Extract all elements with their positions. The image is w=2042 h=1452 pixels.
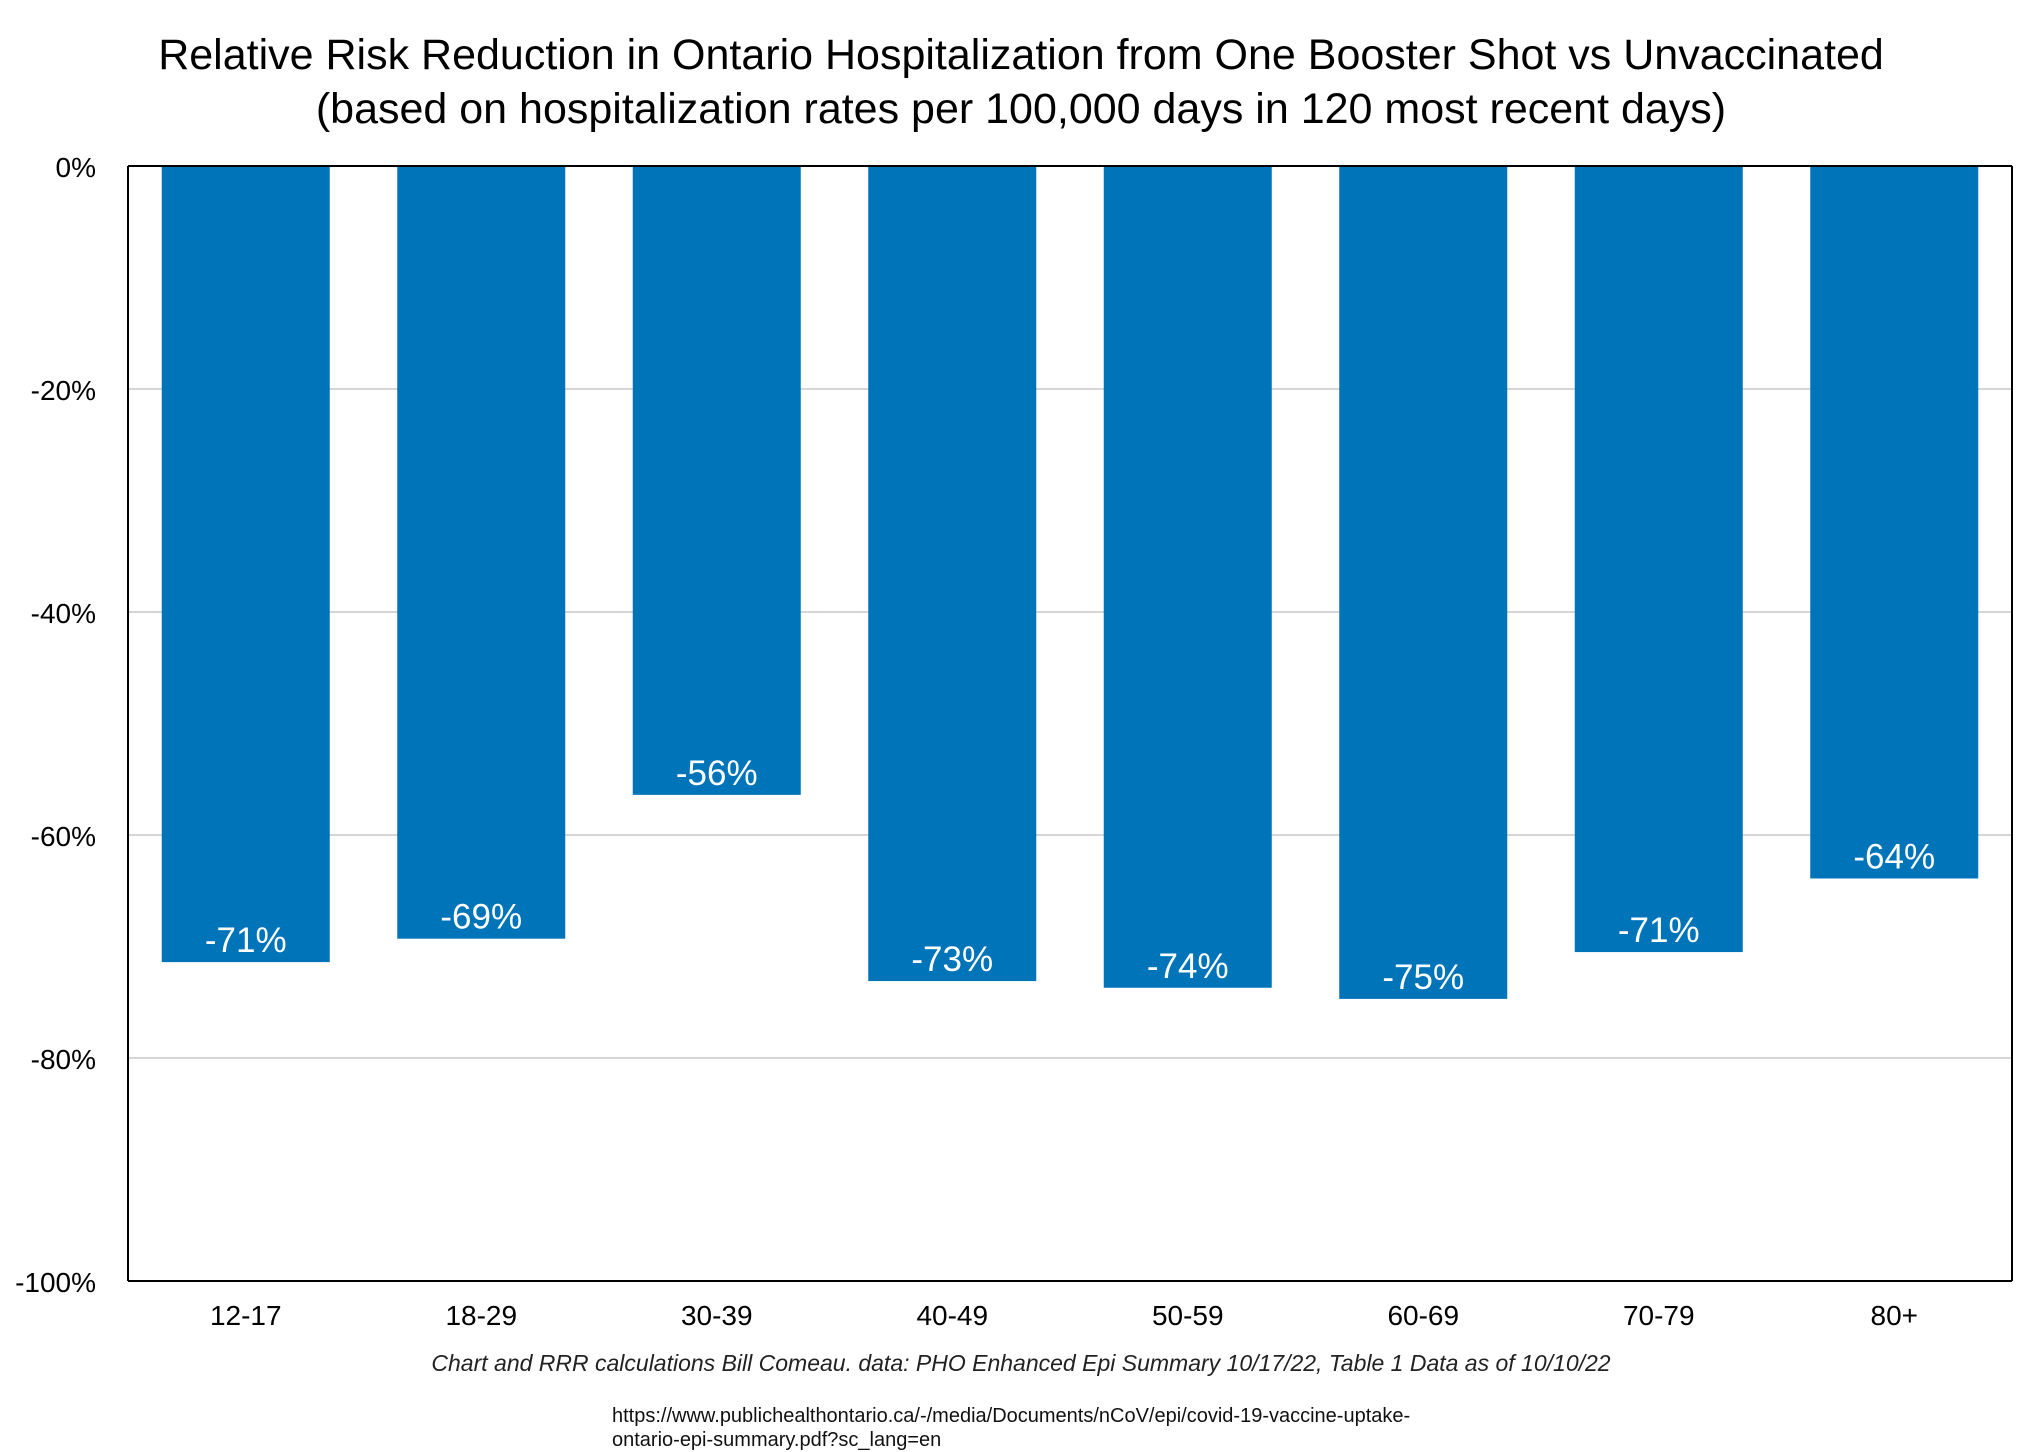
source-url-line-2: ontario-epi-summary.pdf?sc_lang=en [612,1429,942,1451]
data-label: -73% [911,940,993,979]
bar-70-79 [1574,166,1743,953]
bar-40-49 [868,166,1037,982]
bar-12-17 [161,166,330,963]
x-tick-label: 12-17 [210,1300,282,1331]
x-tick-label: 80+ [1871,1300,1919,1331]
y-tick-label: -80% [31,1044,96,1075]
source-url-line-1: https://www.publichealthontario.ca/-/med… [612,1405,1411,1427]
y-tick-label: -40% [31,598,96,629]
data-label: -56% [676,754,758,793]
y-tick-label: 0% [56,152,96,183]
source-note: Chart and RRR calculations Bill Comeau. … [431,1350,1611,1376]
chart-title: Relative Risk Reduction in Ontario Hospi… [0,28,2042,136]
data-label: -71% [205,921,287,960]
x-tick-label: 50-59 [1152,1300,1224,1331]
data-label: -75% [1382,958,1464,997]
x-tick-label: 18-29 [445,1300,517,1331]
x-tick-label: 70-79 [1623,1300,1695,1331]
y-tick-label: -60% [31,821,96,852]
source-url: https://www.publichealthontario.ca/-/med… [612,1404,1612,1452]
chart-subtitle: (based on hospitalization rates per 100,… [315,85,1727,133]
bar-60-69 [1339,166,1508,999]
labels: 0% -20% -40% -60% -80% -100% -71% 12-17 -69% 18-2… [15,152,1935,1331]
data-label: -74% [1147,947,1229,986]
x-tick-label: 60-69 [1387,1300,1459,1331]
axes [127,165,2013,1282]
bar-50-59 [1103,166,1272,988]
data-label: -64% [1853,837,1935,876]
bar-18-29 [397,166,566,939]
data-label: -71% [1618,911,1700,950]
y-tick-label: -20% [31,375,96,406]
x-tick-label: 40-49 [916,1300,988,1331]
bars [161,166,1979,999]
bar-80+ [1810,166,1979,879]
chart-title-main: Relative Risk Reduction in Ontario Hospi… [158,31,1884,79]
data-label: -69% [440,898,522,937]
bar-30-39 [632,166,801,795]
x-tick-label: 30-39 [681,1300,753,1331]
y-tick-label: -100% [15,1267,96,1298]
